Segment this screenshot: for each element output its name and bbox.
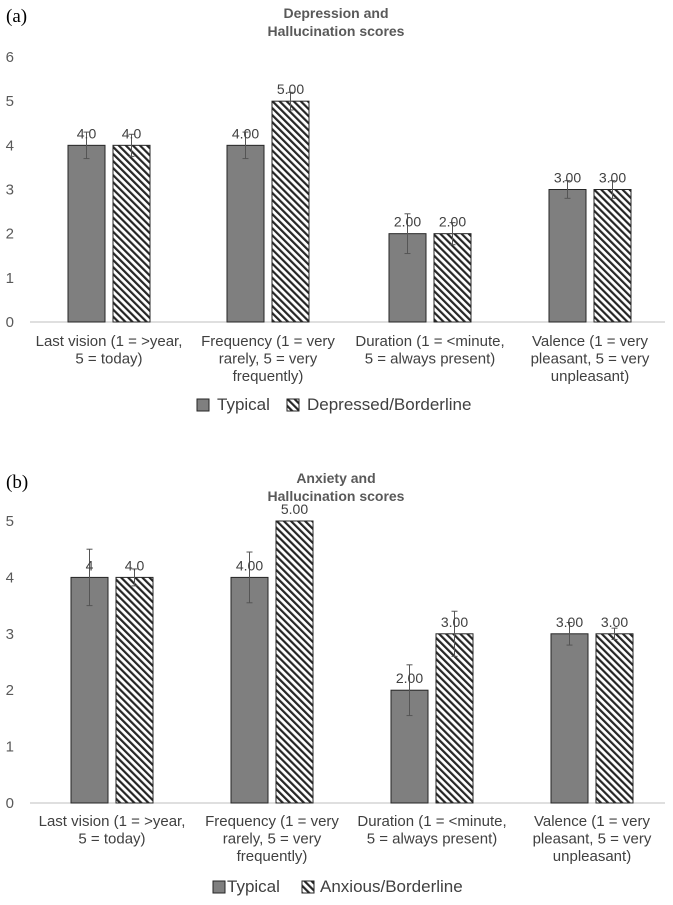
chart-anxiety: (b) Anxiety and Hallucination scores 0 1 2 3 4 5…	[6, 470, 665, 896]
bar-typical-1	[230, 576, 269, 804]
legend-label: Typical	[217, 395, 270, 414]
category-label: Valence (1 = very	[534, 813, 651, 830]
legend-label: Anxious/Borderline	[320, 877, 463, 896]
data-label: 2.00	[439, 214, 466, 230]
legend-swatch	[301, 880, 315, 894]
y-tick-label: 5	[6, 93, 14, 110]
bar-anxious-borderline-3	[595, 633, 634, 804]
y-tick-label: 0	[6, 314, 14, 331]
legend-swatch	[212, 880, 226, 894]
y-tick-label: 5	[6, 513, 14, 530]
category-label: 5 = today)	[78, 831, 145, 848]
bar-depressed-borderline-0	[112, 144, 151, 323]
chart-title-line: Depression and	[283, 5, 388, 21]
y-tick-label: 0	[6, 795, 14, 812]
category-label: Last vision (1 = >year,	[39, 813, 186, 830]
category-label: Duration (1 = <minute,	[355, 333, 504, 350]
bar-depressed-borderline-1	[271, 100, 310, 323]
category-label: pleasant, 5 = very	[531, 351, 650, 368]
y-tick-label: 1	[6, 739, 14, 756]
legend-swatch	[286, 398, 300, 412]
chart-title-line: Hallucination scores	[268, 488, 405, 504]
data-label: 3.00	[599, 170, 626, 186]
category-label: Frequency (1 = very	[205, 813, 339, 830]
data-label: 2.00	[396, 670, 423, 686]
category-label: 5 = always present)	[365, 351, 495, 368]
data-label: 3.00	[556, 614, 583, 630]
data-label: 5.00	[277, 81, 304, 97]
category-label: rarely, 5 = very	[223, 831, 322, 848]
y-tick-label: 6	[6, 49, 14, 66]
bar-typical-3	[550, 633, 589, 804]
bar-anxious-borderline-0	[115, 576, 154, 804]
y-tick-label: 3	[6, 626, 14, 643]
y-tick-label: 2	[6, 226, 14, 243]
category-label: rarely, 5 = very	[219, 351, 318, 368]
bar-typical-1	[226, 144, 265, 323]
bar-depressed-borderline-3	[593, 189, 632, 323]
category-label: 5 = always present)	[367, 831, 497, 848]
y-tick-label: 3	[6, 182, 14, 199]
category-label: Frequency (1 = very	[201, 333, 335, 350]
data-label: 3.00	[601, 614, 628, 630]
bar-anxious-borderline-1	[275, 520, 314, 804]
panel-label: (a)	[6, 6, 27, 27]
category-label: Last vision (1 = >year,	[36, 333, 183, 350]
category-label: Valence (1 = very	[532, 333, 649, 350]
category-label: frequently)	[233, 368, 304, 385]
bar-typical-0	[67, 144, 106, 323]
category-label: unpleasant)	[553, 848, 631, 865]
data-label: 5.00	[281, 501, 308, 517]
legend-label: Depressed/Borderline	[307, 395, 471, 414]
data-label: 4.00	[232, 125, 259, 141]
bar-depressed-borderline-2	[433, 233, 472, 323]
data-label: 4.0	[77, 125, 97, 141]
data-label: 3.00	[554, 170, 581, 186]
legend-label: Typical	[227, 877, 280, 896]
legend-swatch	[196, 398, 210, 412]
bar-typical-2	[388, 233, 427, 323]
panel-label: (b)	[6, 472, 28, 493]
bar-typical-3	[548, 189, 587, 323]
data-label: 3.00	[441, 614, 468, 630]
y-tick-label: 4	[6, 569, 14, 586]
category-label: unpleasant)	[551, 368, 629, 385]
category-label: pleasant, 5 = very	[533, 831, 652, 848]
data-label: 4.0	[122, 125, 142, 141]
category-label: Duration (1 = <minute,	[357, 813, 506, 830]
data-label: 2.00	[394, 214, 421, 230]
category-label: 5 = today)	[75, 351, 142, 368]
bar-anxious-borderline-2	[435, 633, 474, 804]
bar-typical-0	[70, 576, 109, 804]
y-tick-label: 2	[6, 682, 14, 699]
category-label: frequently)	[237, 848, 308, 865]
chart-title-line: Anxiety and	[296, 470, 375, 486]
chart-depression: (a) Depression and Hallucination scores 0 1 2…	[6, 5, 665, 414]
data-label: 4.0	[125, 557, 145, 573]
data-label: 4	[86, 557, 94, 573]
y-tick-label: 1	[6, 270, 14, 287]
chart-title-line: Hallucination scores	[268, 23, 405, 39]
y-tick-label: 4	[6, 137, 14, 154]
data-label: 4.00	[236, 557, 263, 573]
